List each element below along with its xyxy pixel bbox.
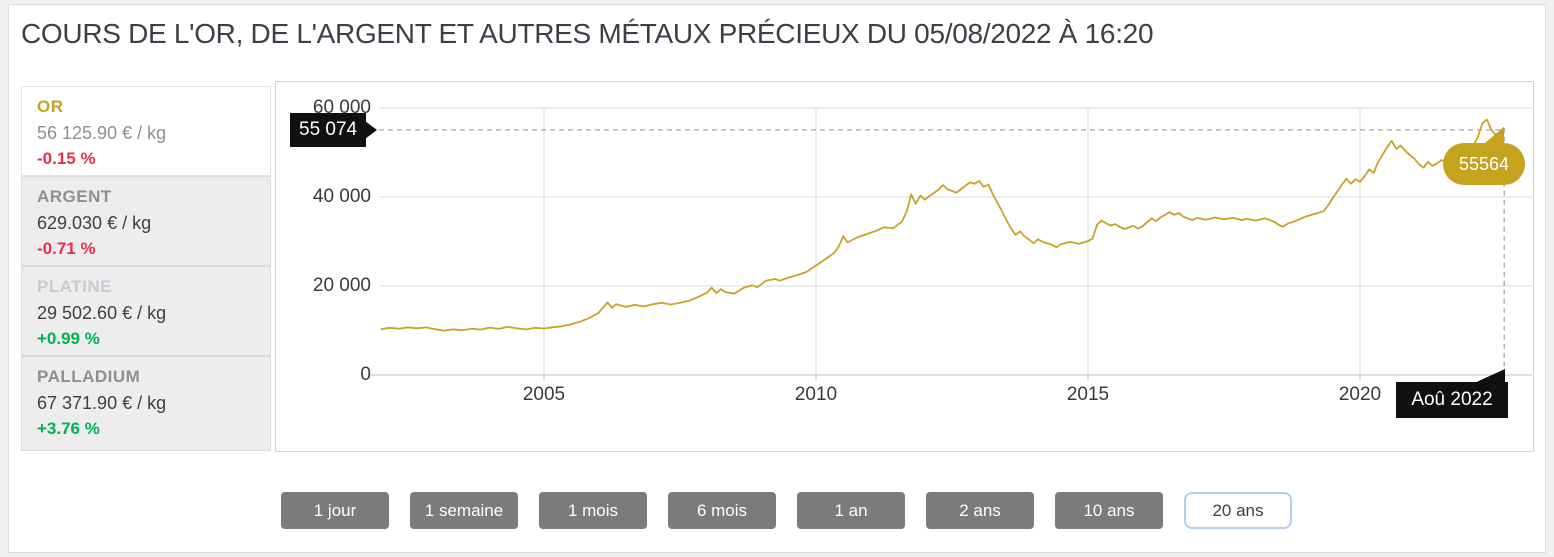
metal-price-platine: 29 502.60 € / kg <box>37 303 167 323</box>
metal-name-palladium: PALLADIUM <box>37 367 141 386</box>
metal-name-argent: ARGENT <box>37 187 112 206</box>
x-tick-2010: 2010 <box>794 384 838 405</box>
y-tick-20000: 20 000 <box>312 275 371 296</box>
range-button-20-ans[interactable]: 20 ans <box>1184 492 1292 529</box>
range-button-1-mois[interactable]: 1 mois <box>539 492 647 529</box>
current-date-tooltip: Aoû 2022 <box>1396 382 1508 418</box>
chart-panel: 60 000 40 000 20 000 0 2005 2010 2015 20… <box>275 81 1534 452</box>
metal-panel-platine[interactable]: PLATINE 29 502.60 € / kg +0.99 % <box>21 266 271 356</box>
metal-panel-palladium[interactable]: PALLADIUM 67 371.90 € / kg +3.76 % <box>21 356 271 451</box>
x-tick-2015: 2015 <box>1066 384 1110 405</box>
range-buttons-bar: 1 jour 1 semaine 1 mois 6 mois 1 an 2 an… <box>281 492 1292 529</box>
metal-change-platine: +0.99 % <box>37 329 100 348</box>
range-button-10-ans[interactable]: 10 ans <box>1055 492 1163 529</box>
metal-panel-argent[interactable]: ARGENT 629.030 € / kg -0.71 % <box>21 176 271 266</box>
metal-panel-or[interactable]: OR 56 125.90 € / kg -0.15 % <box>21 86 271 176</box>
page-title: COURS DE L'OR, DE L'ARGENT ET AUTRES MÉT… <box>21 18 1154 49</box>
range-button-6-mois[interactable]: 6 mois <box>668 492 776 529</box>
x-tick-2005: 2005 <box>522 384 566 405</box>
metal-change-or: -0.15 % <box>37 149 96 168</box>
metal-price-argent: 629.030 € / kg <box>37 213 152 233</box>
y-tick-40000: 40 000 <box>312 186 371 207</box>
x-tick-2020: 2020 <box>1338 384 1382 405</box>
metal-change-palladium: +3.76 % <box>37 419 100 438</box>
metal-change-argent: -0.71 % <box>37 239 96 258</box>
range-button-1-an[interactable]: 1 an <box>797 492 905 529</box>
current-price-bubble: 55564 <box>1443 143 1525 185</box>
range-button-2-ans[interactable]: 2 ans <box>926 492 1034 529</box>
gold-price-line-chart[interactable] <box>276 82 1533 451</box>
range-button-1-semaine[interactable]: 1 semaine <box>410 492 518 529</box>
metal-price-palladium: 67 371.90 € / kg <box>37 393 167 413</box>
metal-name-or: OR <box>37 97 64 116</box>
y-tick-0: 0 <box>360 364 371 385</box>
metal-price-or: 56 125.90 € / kg <box>37 123 167 143</box>
metal-name-platine: PLATINE <box>37 277 112 296</box>
range-button-1-jour[interactable]: 1 jour <box>281 492 389 529</box>
reference-price-tooltip: 55 074 <box>290 113 367 147</box>
